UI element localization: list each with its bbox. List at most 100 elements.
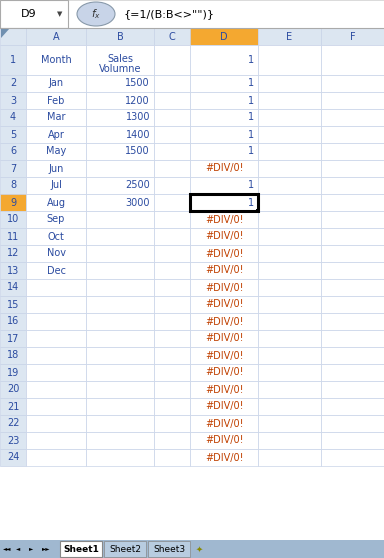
Bar — [26, 92, 86, 109]
Bar — [86, 160, 154, 177]
Bar — [154, 160, 190, 177]
Bar — [321, 194, 384, 211]
Bar — [154, 45, 190, 75]
Text: ◄◄: ◄◄ — [3, 546, 12, 551]
Bar — [154, 313, 190, 330]
Bar — [26, 347, 86, 364]
Text: #DIV/0!: #DIV/0! — [205, 232, 243, 242]
Text: #DIV/0!: #DIV/0! — [205, 435, 243, 445]
Text: 15: 15 — [7, 300, 19, 310]
Bar — [190, 228, 258, 245]
Bar — [26, 364, 86, 381]
Bar — [321, 245, 384, 262]
Bar — [26, 398, 86, 415]
Bar — [26, 109, 86, 126]
Bar — [86, 143, 154, 160]
Bar — [86, 330, 154, 347]
Bar — [321, 92, 384, 109]
Text: B: B — [117, 31, 123, 41]
Text: ►: ► — [29, 546, 33, 551]
Bar — [154, 381, 190, 398]
Text: 1: 1 — [248, 147, 254, 156]
Bar — [258, 109, 321, 126]
Bar — [154, 364, 190, 381]
Text: 1: 1 — [248, 79, 254, 89]
Text: 1300: 1300 — [126, 113, 150, 123]
Bar — [154, 194, 190, 211]
Bar — [190, 160, 258, 177]
Bar — [0, 0, 384, 28]
Bar — [321, 279, 384, 296]
Bar — [258, 296, 321, 313]
Bar — [321, 313, 384, 330]
Text: 9: 9 — [10, 198, 16, 208]
Text: #DIV/0!: #DIV/0! — [205, 214, 243, 224]
Bar — [0, 330, 26, 347]
Bar — [86, 45, 154, 75]
Bar — [26, 381, 86, 398]
Text: Jul: Jul — [50, 180, 62, 190]
Bar — [0, 432, 26, 449]
Bar — [154, 177, 190, 194]
Text: Feb: Feb — [47, 95, 65, 105]
Bar — [26, 313, 86, 330]
Text: 1: 1 — [248, 129, 254, 140]
Bar — [0, 28, 26, 45]
Bar — [0, 228, 26, 245]
Text: 6: 6 — [10, 147, 16, 156]
Text: #DIV/0!: #DIV/0! — [205, 368, 243, 378]
Bar — [0, 245, 26, 262]
Text: D: D — [220, 31, 228, 41]
Bar — [258, 177, 321, 194]
Bar — [258, 262, 321, 279]
Text: 20: 20 — [7, 384, 19, 395]
Text: 5: 5 — [10, 129, 16, 140]
Bar — [148, 541, 190, 557]
Bar — [86, 347, 154, 364]
Bar — [190, 92, 258, 109]
Text: 17: 17 — [7, 334, 19, 344]
Bar — [258, 381, 321, 398]
Text: Dec: Dec — [46, 266, 66, 276]
Bar — [0, 540, 384, 558]
Bar — [154, 143, 190, 160]
Bar — [26, 177, 86, 194]
Text: 22: 22 — [7, 418, 19, 429]
Text: ✦: ✦ — [196, 545, 203, 554]
Bar — [0, 126, 26, 143]
Bar — [26, 160, 86, 177]
Text: #DIV/0!: #DIV/0! — [205, 266, 243, 276]
Text: $f_x$: $f_x$ — [91, 7, 101, 21]
Text: Mar: Mar — [47, 113, 65, 123]
Text: 11: 11 — [7, 232, 19, 242]
Bar — [321, 381, 384, 398]
Bar — [26, 28, 86, 45]
Bar — [321, 211, 384, 228]
Text: Oct: Oct — [48, 232, 65, 242]
Text: 2500: 2500 — [125, 180, 150, 190]
Bar — [86, 28, 154, 45]
Text: {=1/(B:B<>"")}: {=1/(B:B<>"")} — [124, 9, 215, 19]
Bar — [0, 296, 26, 313]
Text: #DIV/0!: #DIV/0! — [205, 248, 243, 258]
Text: 7: 7 — [10, 163, 16, 174]
Text: #DIV/0!: #DIV/0! — [205, 300, 243, 310]
Bar — [154, 432, 190, 449]
Bar — [86, 126, 154, 143]
Bar — [86, 364, 154, 381]
Bar — [154, 28, 190, 45]
Bar — [26, 432, 86, 449]
Bar — [0, 177, 26, 194]
Bar — [190, 194, 258, 211]
Text: 23: 23 — [7, 435, 19, 445]
Bar — [190, 449, 258, 466]
Bar — [0, 92, 26, 109]
Bar — [26, 415, 86, 432]
Bar — [258, 449, 321, 466]
Bar — [154, 347, 190, 364]
Text: 3: 3 — [10, 95, 16, 105]
Bar — [86, 177, 154, 194]
Bar — [0, 262, 26, 279]
Text: 16: 16 — [7, 316, 19, 326]
Bar — [190, 75, 258, 92]
